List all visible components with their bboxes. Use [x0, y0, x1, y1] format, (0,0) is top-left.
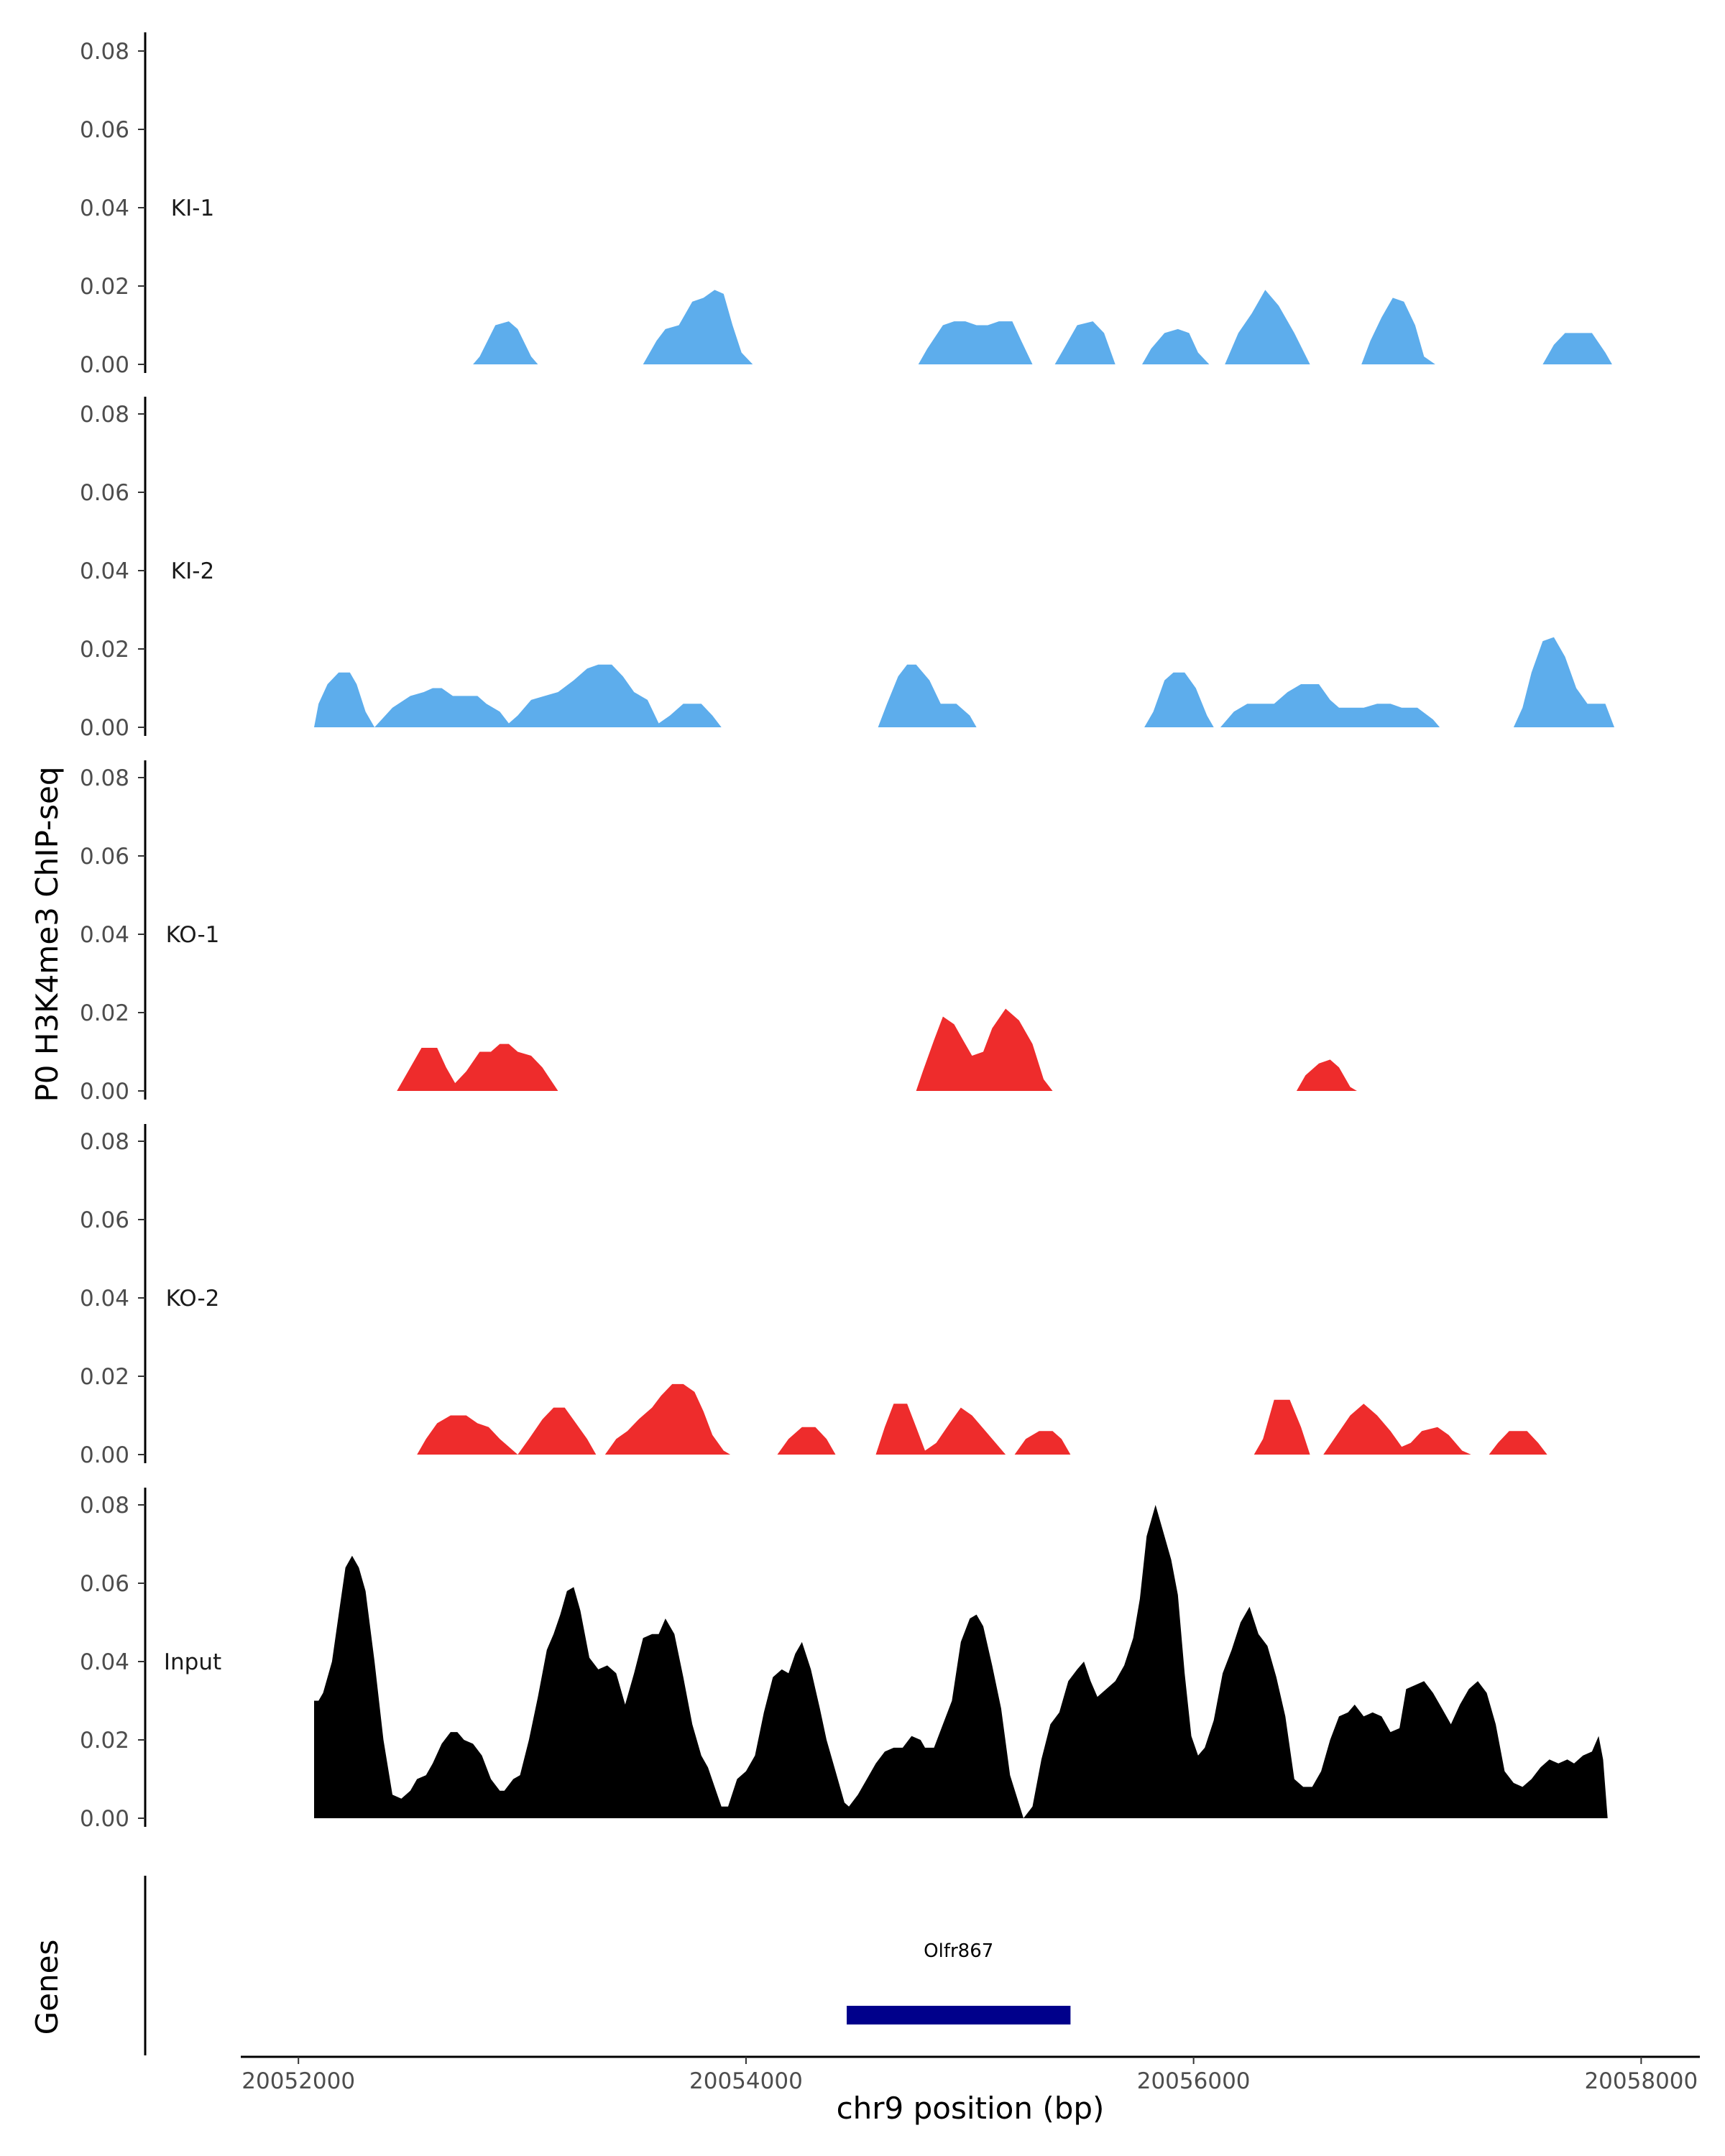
x-axis: 20052000 20054000 20056000 20058000 — [241, 2055, 1700, 2094]
y-tick-label: 0.08 — [80, 402, 129, 428]
track-label: KO-1 — [166, 922, 220, 948]
track-ki-1: 0.00 0.02 0.04 0.06 0.08 KI-1 — [80, 32, 1612, 378]
signal-area-ko-1 — [397, 1008, 1357, 1091]
gene-label: Olfr867 — [924, 1940, 993, 1962]
x-tick-label: 20052000 — [242, 2068, 355, 2094]
y-tick-label: 0.06 — [80, 1571, 129, 1597]
genes-axis-title: Genes — [29, 1940, 65, 2035]
track-input: 0.00 0.02 0.04 0.06 0.08 Input — [80, 1488, 1612, 1832]
y-tick-label: 0.08 — [80, 765, 129, 791]
y-tick-label: 0.06 — [80, 117, 129, 143]
y-tick-label: 0.00 — [80, 1806, 129, 1832]
y-tick-label: 0.02 — [80, 1364, 129, 1390]
y-tick-label: 0.02 — [80, 637, 129, 663]
y-tick-label: 0.02 — [80, 1728, 129, 1754]
y-tick-label: 0.08 — [80, 1129, 129, 1155]
gene-bar — [847, 2006, 1071, 2024]
track-label: KI-1 — [171, 195, 214, 221]
track-panels: 0.00 0.02 0.04 0.06 0.08 KI-1 0.00 0.02 0.04 0.06… — [80, 32, 1614, 1832]
y-tick-label: 0.04 — [80, 922, 129, 948]
track-ko-1: 0.00 0.02 0.04 0.06 0.08 KO-1 — [80, 760, 1357, 1105]
y-tick-label: 0.04 — [80, 558, 129, 584]
signal-area-ki-2 — [314, 637, 1614, 727]
y-tick-label: 0.00 — [80, 352, 129, 378]
y-tick-label: 0.00 — [80, 1079, 129, 1105]
y-axis-title: P0 H3K4me3 ChIP-seq — [29, 766, 65, 1102]
y-tick-label: 0.04 — [80, 195, 129, 221]
y-tick-label: 0.02 — [80, 1000, 129, 1026]
y-tick-label: 0.00 — [80, 715, 129, 741]
x-tick-label: 20056000 — [1137, 2068, 1251, 2094]
y-tick-label: 0.02 — [80, 274, 129, 300]
y-tick-label: 0.08 — [80, 39, 129, 65]
x-tick-label: 20054000 — [689, 2068, 803, 2094]
track-ko-2: 0.00 0.02 0.04 0.06 0.08 KO-2 — [80, 1124, 1547, 1468]
y-tick-label: 0.06 — [80, 1207, 129, 1233]
y-tick-label: 0.08 — [80, 1493, 129, 1519]
signal-area-ko-2 — [417, 1383, 1547, 1455]
signal-area-input — [314, 1505, 1612, 1818]
y-tick-label: 0.00 — [80, 1442, 129, 1468]
track-ki-2: 0.00 0.02 0.04 0.06 0.08 KI-2 — [80, 397, 1614, 741]
signal-area-ki-1 — [473, 290, 1612, 364]
track-label: KI-2 — [171, 558, 214, 584]
y-tick-label: 0.06 — [80, 844, 129, 870]
track-label: Input — [164, 1649, 221, 1675]
y-tick-label: 0.06 — [80, 480, 129, 506]
x-axis-title: chr9 position (bp) — [837, 2091, 1105, 2126]
track-label: KO-2 — [166, 1286, 220, 1312]
y-tick-label: 0.04 — [80, 1649, 129, 1675]
x-tick-label: 20058000 — [1584, 2068, 1698, 2094]
gene-panel: Olfr867 — [144, 1876, 1071, 2055]
y-tick-label: 0.04 — [80, 1286, 129, 1312]
